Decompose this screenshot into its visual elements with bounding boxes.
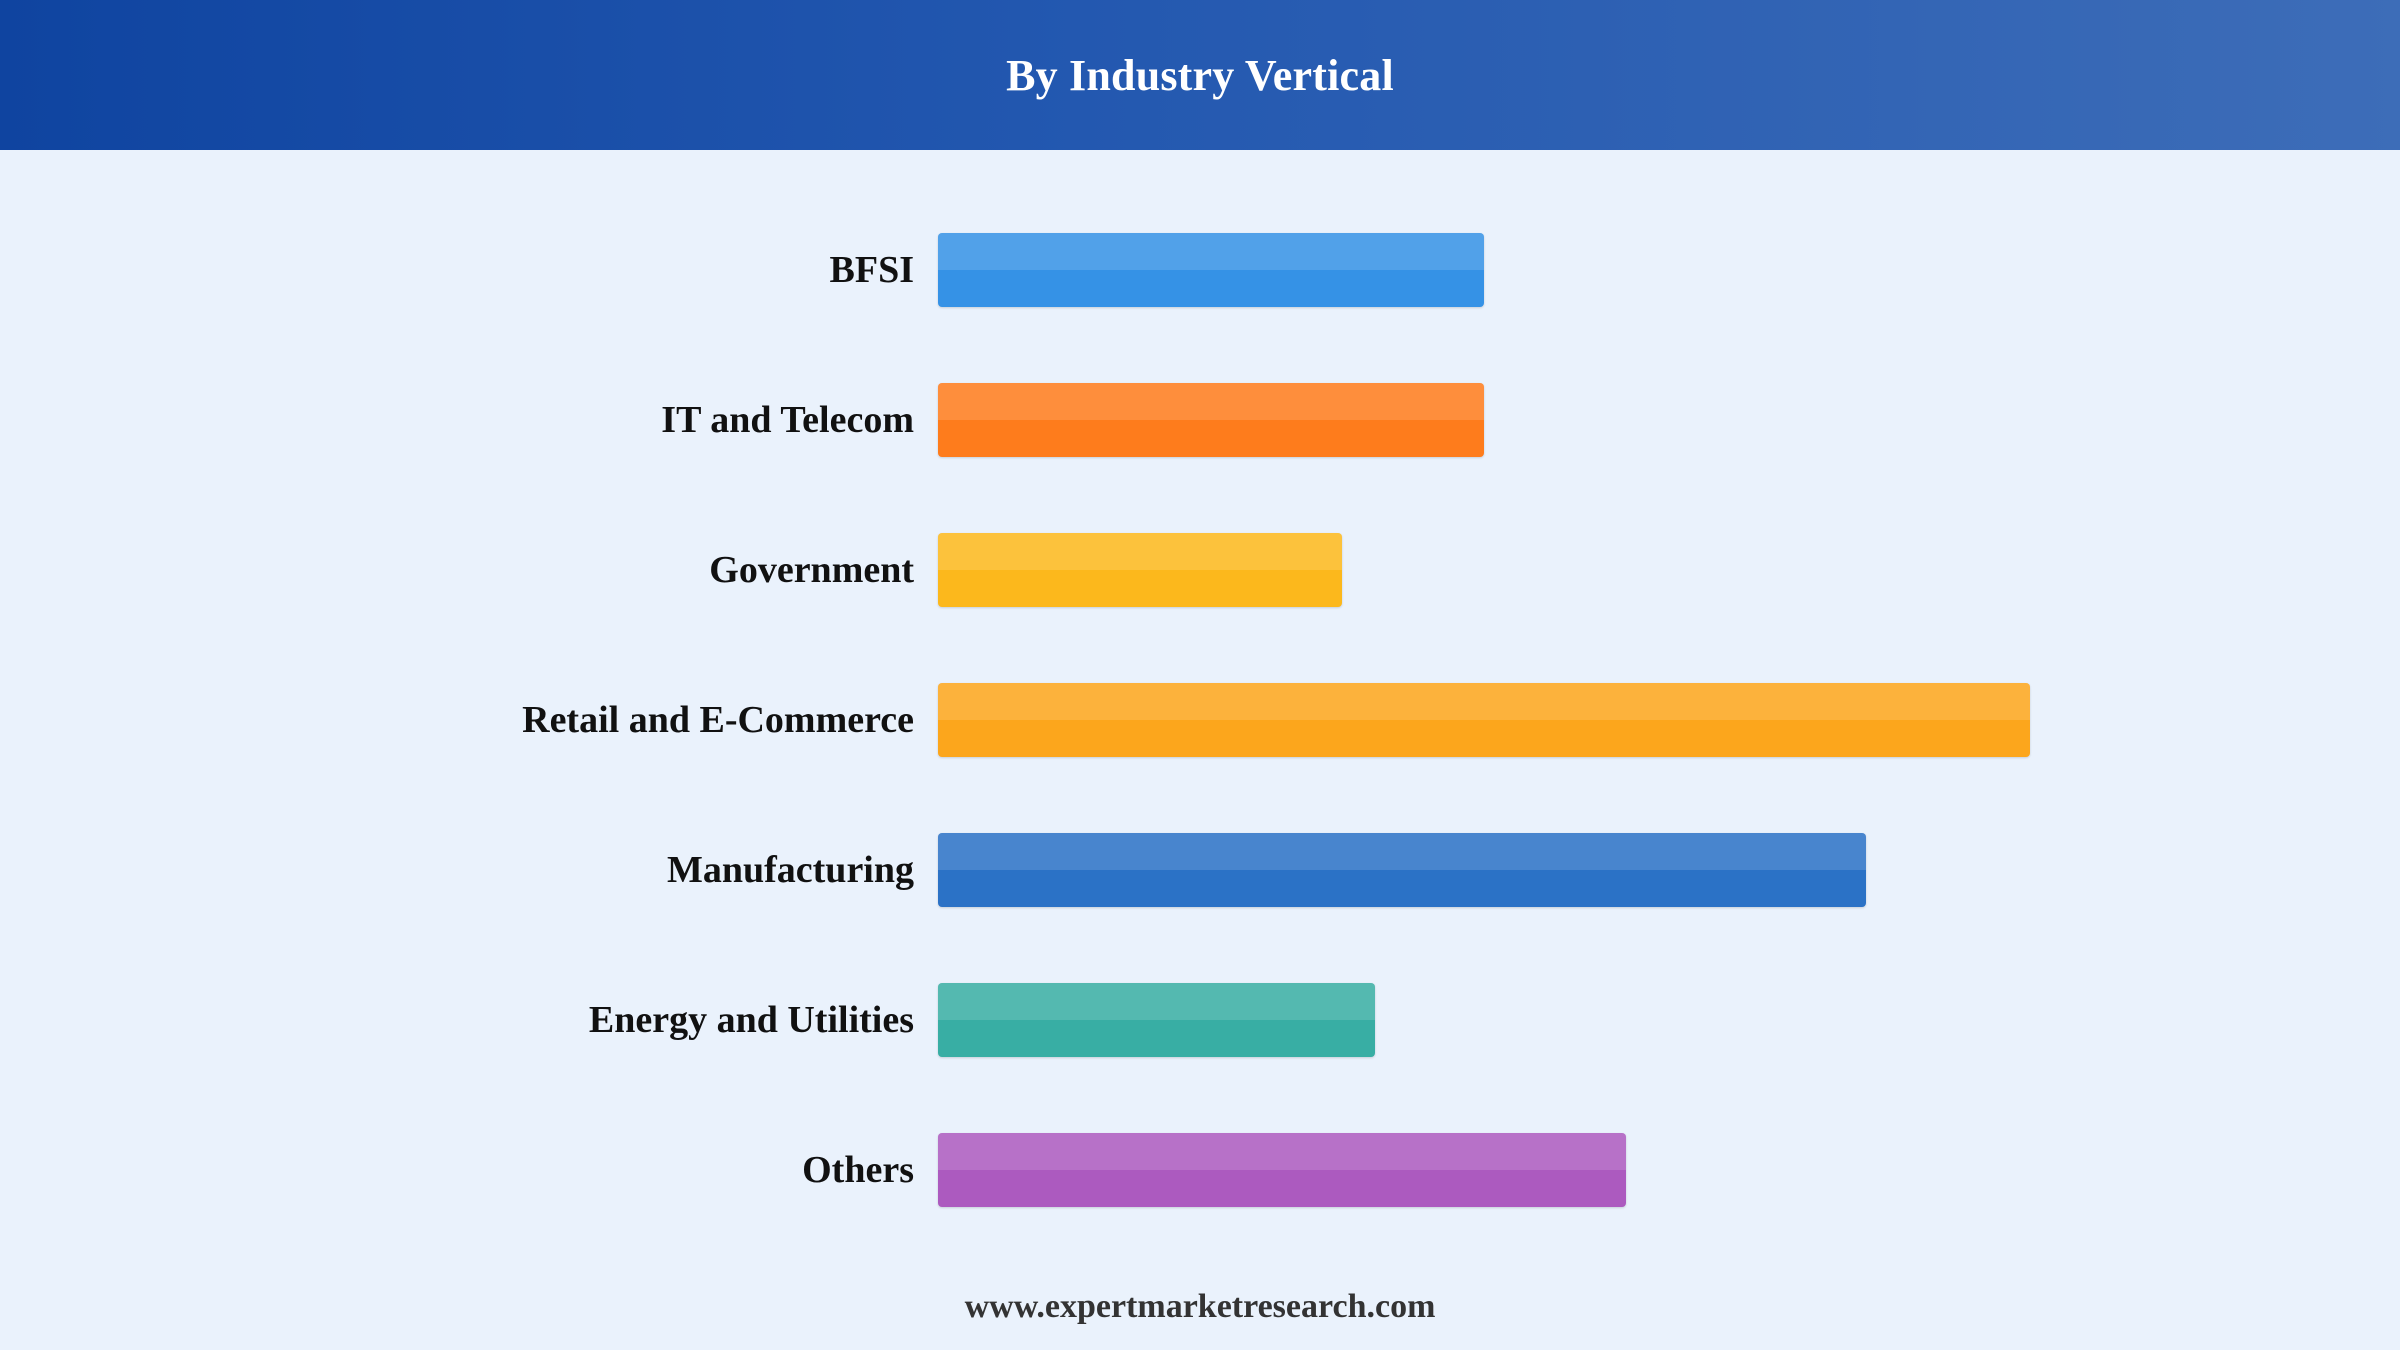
bar-highlight xyxy=(938,683,2030,720)
bar-highlight xyxy=(938,1133,1626,1170)
bar-retail-and-e-commerce xyxy=(938,683,2030,757)
bar-highlight xyxy=(938,383,1484,420)
bar-label-bfsi: BFSI xyxy=(829,249,914,291)
header-banner: By Industry Vertical xyxy=(0,0,2400,150)
bar-manufacturing xyxy=(938,833,1867,907)
bar-highlight xyxy=(938,983,1375,1020)
bar-others xyxy=(938,1133,1626,1207)
bar-highlight xyxy=(938,833,1867,870)
bar-label-government: Government xyxy=(709,549,914,591)
bar-chart: BFSI IT and Telecom Government Retail and E… xyxy=(0,150,2400,1270)
footer-website: www.expertmarketresearch.com xyxy=(964,1288,1436,1325)
bar-it-and-telecom xyxy=(938,383,1484,457)
bar-label-it-and-telecom: IT and Telecom xyxy=(661,399,914,441)
bar-bfsi xyxy=(938,233,1484,307)
bar-label-retail-and-e-commerce: Retail and E-Commerce xyxy=(522,699,914,741)
bar-highlight xyxy=(938,533,1343,570)
bar-government xyxy=(938,533,1343,607)
bar-label-others: Others xyxy=(802,1149,914,1191)
bar-label-manufacturing: Manufacturing xyxy=(667,849,914,891)
bar-energy-and-utilities xyxy=(938,983,1375,1057)
bar-label-energy-and-utilities: Energy and Utilities xyxy=(588,999,914,1041)
bar-highlight xyxy=(938,233,1484,270)
chart-title: By Industry Vertical xyxy=(1006,50,1394,100)
